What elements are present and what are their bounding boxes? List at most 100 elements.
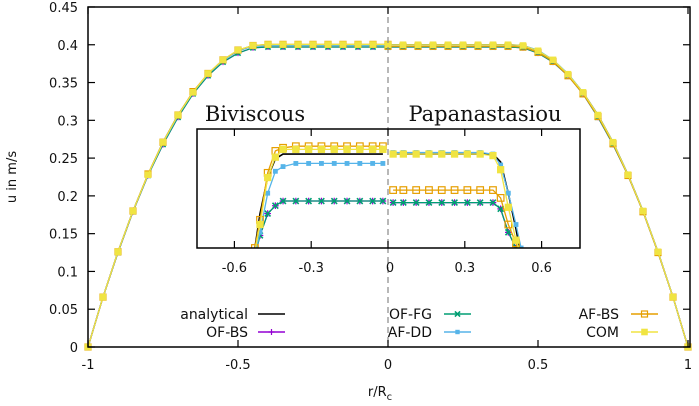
data-point-com <box>189 89 197 96</box>
inset-point-of-fg <box>279 197 287 205</box>
inset-x-tick-label: 0.3 <box>454 261 475 276</box>
main-plot-area <box>84 40 692 351</box>
data-point-com <box>159 138 167 146</box>
inset-point-af-bs <box>463 186 472 194</box>
region-label-biviscous: Biviscous <box>205 102 305 126</box>
inset-point-of-fg <box>389 199 397 207</box>
data-point-com <box>279 41 287 48</box>
y-tick-label: 0.4 <box>57 39 78 54</box>
data-point-com <box>294 41 302 48</box>
inset-point-af-dd <box>293 161 299 166</box>
legend-item-af-dd: AF-DD <box>388 325 471 341</box>
data-point-com <box>474 41 482 49</box>
inset-point-com <box>317 145 326 153</box>
y-axis-label: u in m/s <box>5 151 20 203</box>
y-tick-label: 0.45 <box>49 1 78 16</box>
data-point-com <box>204 70 212 77</box>
inset-point-of-fg <box>271 202 279 210</box>
data-point-com <box>309 41 317 48</box>
data-point-com <box>429 41 437 49</box>
x-tick-label: -1 <box>82 358 95 373</box>
inset-point-af-bs <box>489 186 497 194</box>
inset-point-of-fg <box>264 210 272 217</box>
inset-point-af-dd <box>513 222 519 227</box>
x-axis-label-subscript: c <box>387 392 393 403</box>
inset-x-tick-label: 0.6 <box>531 261 552 276</box>
data-point-com <box>564 70 572 78</box>
inset-point-of-bs <box>512 244 520 248</box>
legend-marker <box>640 310 649 318</box>
inset-point-of-fg <box>318 197 325 205</box>
inset-point-of-fg <box>518 253 524 259</box>
inset-point-af-dd <box>306 161 312 166</box>
inset-point-af-dd <box>319 161 324 166</box>
data-point-com <box>174 111 182 119</box>
inset-point-af-bs <box>399 186 408 194</box>
legend-marker <box>268 329 275 335</box>
data-point-com <box>324 41 332 48</box>
inset-point-af-dd <box>505 190 511 196</box>
inset-point-af-dd <box>257 229 263 235</box>
legend-item-of-fg: OF-FG <box>389 307 471 323</box>
inset-point-af-dd <box>252 253 257 258</box>
inset-point-com <box>389 150 397 158</box>
inset-point-of-fg <box>489 199 497 207</box>
data-point-com <box>669 293 677 301</box>
inset-point-af-bs <box>389 186 398 194</box>
data-point-com <box>219 56 227 64</box>
inset-point-af-bs <box>518 253 525 260</box>
inset-point-af-bs <box>496 193 505 202</box>
inset-point-of-fg <box>356 197 364 205</box>
inset-point-af-dd <box>265 190 271 196</box>
inset-point-af-dd <box>380 161 386 166</box>
inset-point-of-fg <box>438 199 446 207</box>
data-point-com <box>639 207 647 215</box>
inset-point-com <box>425 150 433 158</box>
inset-point-of-fg <box>305 197 313 205</box>
inset-point-com <box>379 145 387 153</box>
inset-point-com <box>476 150 484 158</box>
inset-point-com <box>271 153 279 161</box>
inset-point-com <box>256 220 264 229</box>
inset-point-com <box>517 252 524 259</box>
inset-line-analytical-left <box>254 153 383 248</box>
x-tick-label: 1 <box>684 358 692 373</box>
legend-item-af-bs: AF-BS <box>579 307 658 323</box>
inset-point-of-fg <box>463 199 471 207</box>
inset-point-af-dd <box>518 245 524 248</box>
inset-series <box>250 142 525 260</box>
data-point-com <box>249 42 257 49</box>
inset-point-of-bs <box>252 253 259 260</box>
y-tick-label: 0.3 <box>57 114 78 129</box>
inset-point-of-fg <box>330 197 338 205</box>
inset-point-com <box>504 203 512 211</box>
data-point-com <box>594 111 602 119</box>
legend-item-analytical: analytical <box>180 307 285 323</box>
inset-point-of-fg <box>292 197 300 205</box>
data-point-com <box>609 138 617 146</box>
data-point-com <box>534 47 542 55</box>
data-point-com <box>579 89 587 96</box>
legend-marker <box>641 328 648 336</box>
legend-item-of-bs: OF-BS <box>206 325 285 341</box>
inset-point-of-fg <box>379 197 387 205</box>
inset-point-com <box>264 173 272 182</box>
inset-point-com <box>497 166 505 174</box>
inset-point-com <box>463 150 471 158</box>
x-tick-label: 0 <box>384 358 392 373</box>
plot-frame <box>87 6 691 348</box>
x-tick-label: -0.5 <box>225 358 250 373</box>
legend-marker <box>454 310 461 318</box>
y-tick-label: 0.05 <box>49 303 78 318</box>
data-point-com <box>144 171 152 179</box>
inset-point-com <box>305 145 313 153</box>
inset-x-tick-label: -0.6 <box>222 261 247 276</box>
inset-point-com <box>369 145 377 153</box>
y-tick-label: 0.2 <box>57 190 78 205</box>
y-tick-label: 0.1 <box>57 265 78 280</box>
axes: -1 -0.5 0 0.5 1 0 0.05 0.1 0.15 0.2 0.25 0.3 0.35 0.4… <box>49 1 692 373</box>
data-point-com <box>414 41 422 49</box>
inset-point-of-fg <box>412 199 420 207</box>
data-point-com <box>234 46 242 54</box>
data-point-com <box>369 41 377 48</box>
